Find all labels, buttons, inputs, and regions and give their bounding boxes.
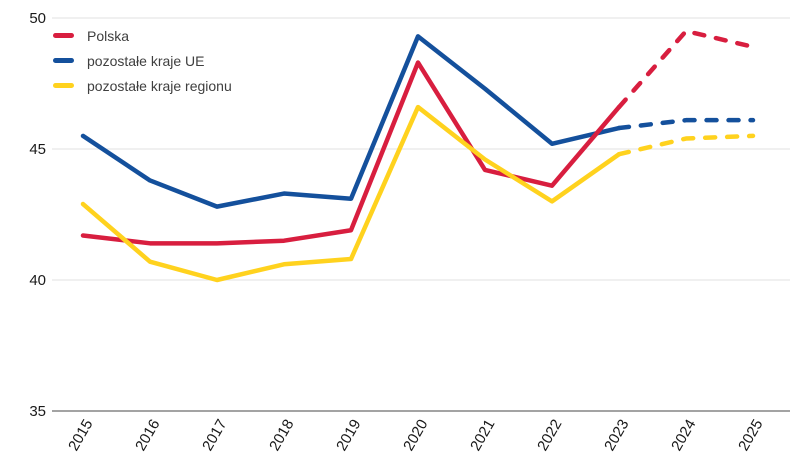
x-tick-label-2015: 2015: [65, 417, 96, 454]
chart-legend: Polska pozostałe kraje UE pozostałe kraj…: [53, 23, 232, 98]
series-line-pozosta-e-kraje-ue: [80, 34, 622, 209]
y-tick-label-45: 45: [29, 141, 46, 158]
legend-label-polska: Polska: [87, 27, 130, 44]
x-tick-label-2017: 2017: [199, 417, 230, 454]
x-tick-label-2023: 2023: [601, 417, 632, 454]
legend-item-pozostale-kraje-regionu: pozostałe kraje regionu: [53, 73, 232, 98]
legend-label-pozostale-kraje-ue: pozostałe kraje UE: [87, 52, 205, 69]
y-tick-label-35: 35: [29, 403, 46, 420]
x-tick-label-2024: 2024: [668, 417, 699, 454]
legend-swatch-pozostale-kraje-regionu-icon: [53, 83, 74, 88]
y-tick-label-50: 50: [29, 10, 46, 27]
series-line-polska: [80, 60, 622, 246]
x-tick-label-2019: 2019: [333, 417, 364, 454]
series-line-pozosta-e-kraje-regionu-forecast: [616, 133, 756, 157]
legend-label-pozostale-kraje-regionu: pozostałe kraje regionu: [87, 77, 232, 94]
legend-swatch-polska-icon: [53, 33, 74, 38]
x-tick-label-2016: 2016: [132, 417, 163, 454]
series-line-pozosta-e-kraje-regionu: [80, 104, 622, 283]
legend-swatch-pozostale-kraje-ue-icon: [53, 58, 74, 63]
legend-item-pozostale-kraje-ue: pozostałe kraje UE: [53, 48, 232, 73]
x-tick-label-2021: 2021: [467, 417, 498, 454]
x-tick-label-2018: 2018: [266, 417, 297, 454]
series-line-pozosta-e-kraje-ue-forecast: [616, 117, 756, 131]
y-tick-label-40: 40: [29, 272, 46, 289]
x-tick-label-2025: 2025: [735, 417, 766, 454]
x-tick-label-2020: 2020: [400, 417, 431, 454]
legend-item-polska: Polska: [53, 23, 232, 48]
series-line-polska-forecast: [616, 28, 756, 110]
x-tick-label-2022: 2022: [534, 417, 565, 454]
